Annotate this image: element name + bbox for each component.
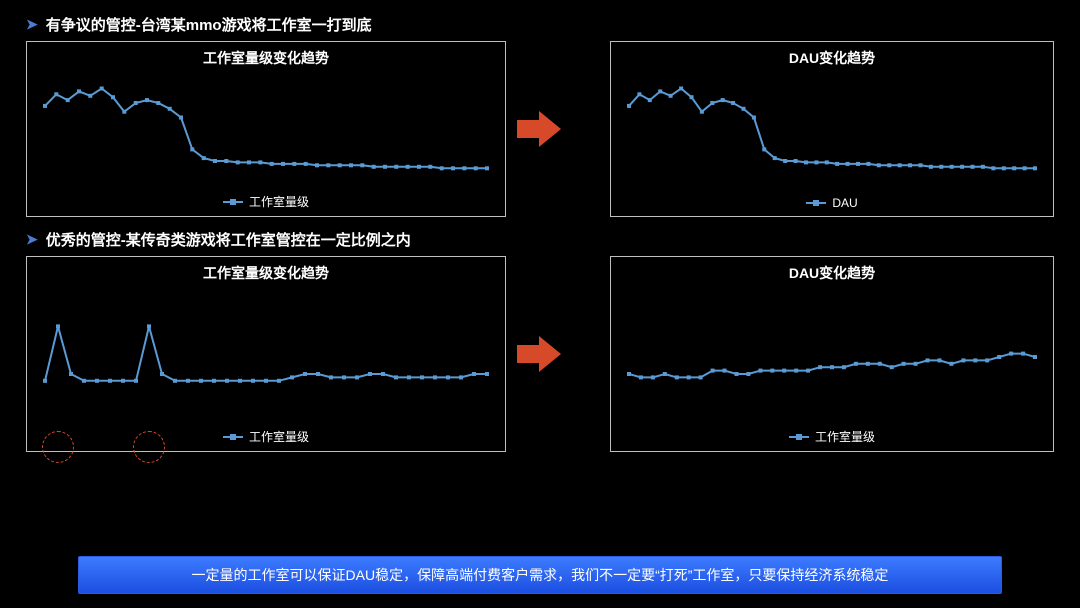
chart-1-left: 工作室量级变化趋势 工作室量级 <box>26 41 506 217</box>
chart-1-right-title: DAU变化趋势 <box>611 42 1053 68</box>
chart-2-left-svg <box>27 283 505 431</box>
arrow-2 <box>506 336 572 372</box>
chevron-icon: ➤ <box>26 231 38 248</box>
chart-1-right-svg <box>611 68 1053 196</box>
chart-2-left-legend: 工作室量级 <box>27 428 505 445</box>
arrow-icon <box>517 111 561 147</box>
chart-1-left-svg <box>27 68 505 196</box>
legend-label: 工作室量级 <box>249 428 309 445</box>
chart-2-right-svg <box>611 283 1053 431</box>
section1-title-text: 有争议的管控-台湾某mmo游戏将工作室一打到底 <box>46 14 372 35</box>
arrow-1 <box>506 111 572 147</box>
legend-swatch-icon <box>806 202 826 204</box>
chart-2-right-legend: 工作室量级 <box>611 428 1053 445</box>
row-2: 工作室量级变化趋势 工作室量级 DAU变化趋势 工作室量级 <box>26 256 1054 452</box>
chart-1-right: DAU变化趋势 DAU <box>610 41 1054 217</box>
legend-label: DAU <box>832 196 857 210</box>
legend-swatch-icon <box>789 436 809 438</box>
section1-title: ➤ 有争议的管控-台湾某mmo游戏将工作室一打到底 <box>26 14 1054 35</box>
legend-label: 工作室量级 <box>815 428 875 445</box>
legend-label: 工作室量级 <box>249 193 309 210</box>
chart-2-right: DAU变化趋势 工作室量级 <box>610 256 1054 452</box>
chevron-icon: ➤ <box>26 16 38 33</box>
footer-text: 一定量的工作室可以保证DAU稳定，保障高端付费客户需求，我们不一定要“打死”工作… <box>192 567 889 583</box>
legend-swatch-icon <box>223 201 243 203</box>
chart-2-right-title: DAU变化趋势 <box>611 257 1053 283</box>
chart-1-left-title: 工作室量级变化趋势 <box>27 42 505 68</box>
section2-title-text: 优秀的管控-某传奇类游戏将工作室管控在一定比例之内 <box>46 229 411 250</box>
chart-2-left-title: 工作室量级变化趋势 <box>27 257 505 283</box>
chart-1-right-legend: DAU <box>611 196 1053 210</box>
arrow-icon <box>517 336 561 372</box>
section2-title: ➤ 优秀的管控-某传奇类游戏将工作室管控在一定比例之内 <box>26 229 1054 250</box>
footer-callout: 一定量的工作室可以保证DAU稳定，保障高端付费客户需求，我们不一定要“打死”工作… <box>78 556 1002 594</box>
chart-1-left-legend: 工作室量级 <box>27 193 505 210</box>
legend-swatch-icon <box>223 436 243 438</box>
chart-2-left: 工作室量级变化趋势 工作室量级 <box>26 256 506 452</box>
row-1: 工作室量级变化趋势 工作室量级 DAU变化趋势 DAU <box>26 41 1054 217</box>
